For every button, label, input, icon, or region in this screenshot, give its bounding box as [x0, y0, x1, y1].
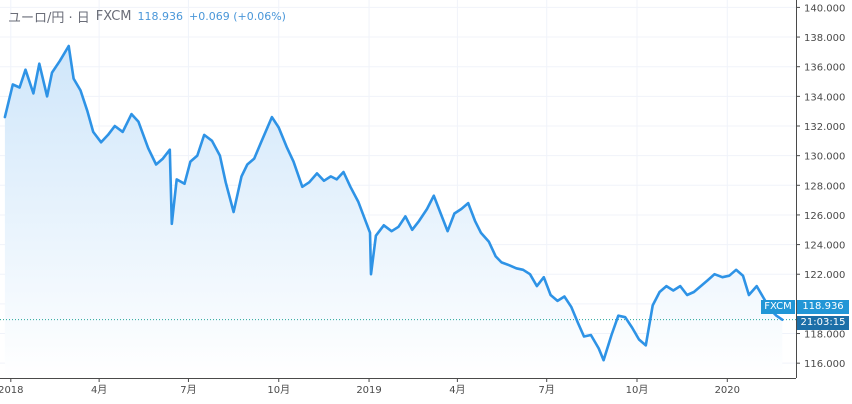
time-tick-label: 10月	[626, 384, 649, 396]
bar-countdown-tag: 21:03:15	[797, 316, 849, 330]
price-tick-label: 128.000	[804, 181, 845, 192]
price-tick-label: 130.000	[804, 152, 845, 163]
chart-legend: ユーロ/円 · 日 FXCM 118.936 +0.069 (+0.06%)	[8, 6, 286, 26]
price-tick-label: 116.000	[804, 359, 845, 370]
price-area-fill	[4, 46, 783, 378]
last-price-tag: 118.936	[797, 300, 849, 314]
time-tick-label: 10月	[267, 384, 290, 396]
time-tick-label: 2020	[715, 385, 740, 396]
price-change-value: +0.069 (+0.06%)	[189, 9, 286, 23]
price-tick-label: 122.000	[804, 270, 845, 281]
price-tick-label: 132.000	[804, 122, 845, 133]
time-axis[interactable]: 2018 4月 7月 10月 2019 4月 7月 10月 2020	[0, 378, 740, 396]
symbol-price-tag: FXCM	[761, 300, 795, 314]
price-tick-label: 126.000	[804, 211, 845, 222]
price-tick-label: 136.000	[804, 63, 845, 74]
time-tick-label: 7月	[180, 384, 196, 396]
price-tick-label: 138.000	[804, 33, 845, 44]
symbol-label: ユーロ/円 · 日	[8, 10, 90, 26]
last-price-value: 118.936	[137, 9, 184, 23]
price-tick-label: 134.000	[804, 92, 845, 103]
time-tick-label: 2019	[356, 385, 381, 396]
time-tick-label: 7月	[539, 384, 555, 396]
price-tick-label: 118.000	[804, 330, 845, 341]
time-tick-label: 2018	[0, 385, 24, 396]
time-tick-label: 4月	[91, 384, 107, 396]
time-tick-label: 4月	[449, 384, 465, 396]
price-tick-label: 124.000	[804, 241, 845, 252]
provider-label: FXCM	[95, 8, 132, 24]
price-line[interactable]	[3, 44, 784, 362]
price-tick-label: 140.000	[804, 3, 845, 14]
